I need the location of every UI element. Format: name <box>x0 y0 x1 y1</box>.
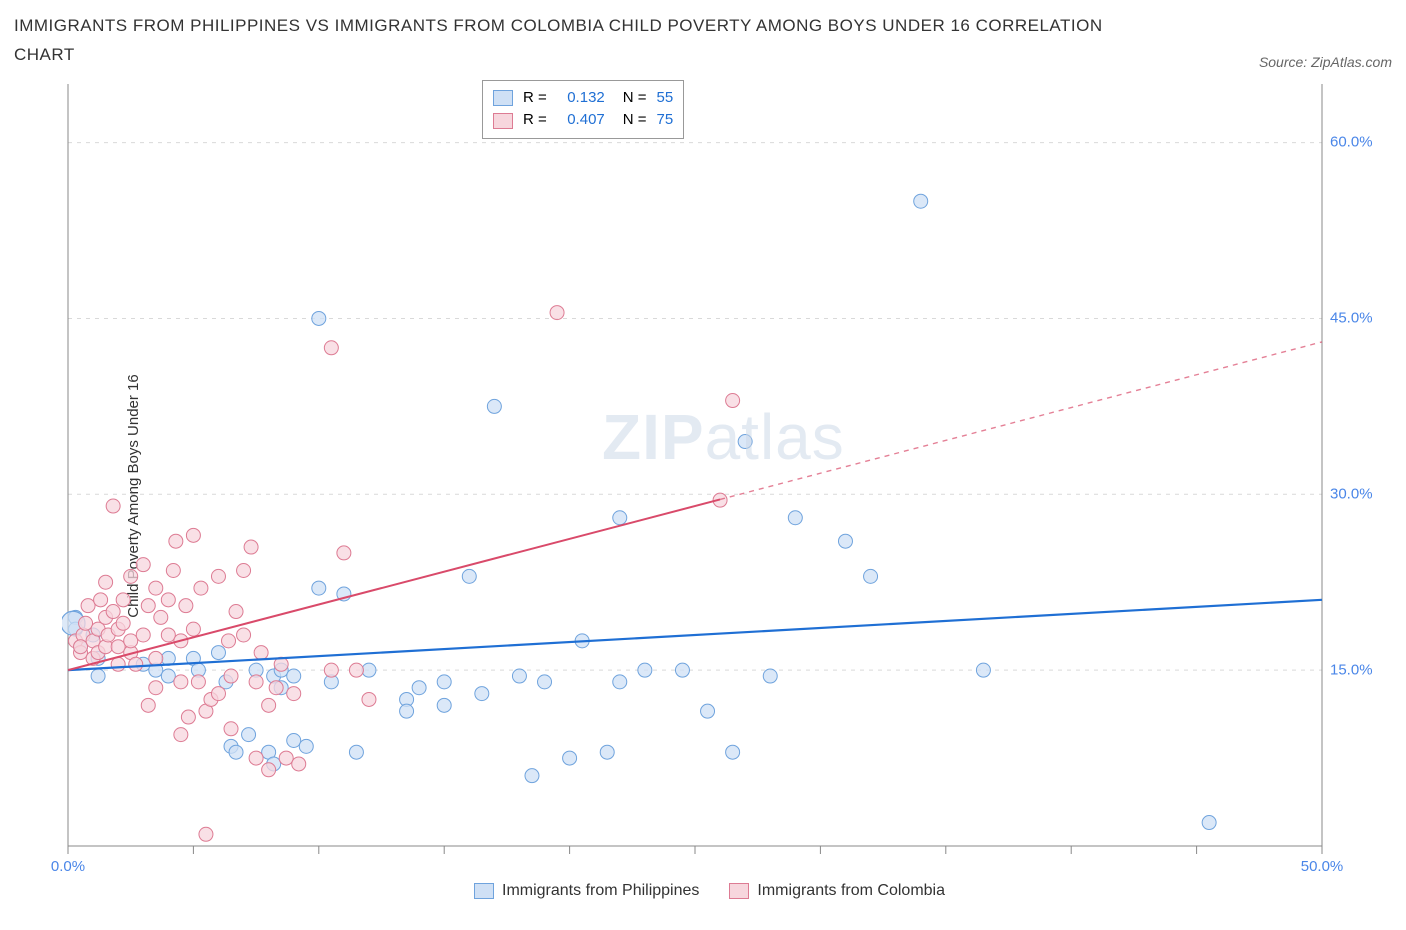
x-tick-label: 50.0% <box>1301 858 1344 875</box>
n-value-colombia: 75 <box>657 109 674 132</box>
stats-legend: R = 0.132 N = 55 R = 0.407 N = 75 <box>482 80 684 139</box>
bottom-legend: Immigrants from Philippines Immigrants f… <box>474 882 945 900</box>
chart-container: Child Poverty Among Boys Under 16 ZIPatl… <box>14 76 1392 916</box>
y-tick-label: 60.0% <box>1330 134 1373 151</box>
legend-item-philippines: Immigrants from Philippines <box>474 882 699 900</box>
swatch-philippines-bottom <box>474 883 494 899</box>
r-value-colombia: 0.407 <box>557 109 605 132</box>
stats-row-colombia: R = 0.407 N = 75 <box>493 109 673 132</box>
y-tick-label: 15.0% <box>1330 661 1373 678</box>
swatch-colombia-bottom <box>729 883 749 899</box>
source-label: Source: ZipAtlas.com <box>1259 54 1392 70</box>
stats-row-philippines: R = 0.132 N = 55 <box>493 87 673 110</box>
legend-label-colombia: Immigrants from Colombia <box>757 882 945 900</box>
scatter-plot-svg <box>62 80 1382 870</box>
n-value-philippines: 55 <box>657 87 674 110</box>
y-tick-label: 45.0% <box>1330 310 1373 327</box>
x-tick-label: 0.0% <box>51 858 85 875</box>
swatch-philippines <box>493 90 513 106</box>
legend-label-philippines: Immigrants from Philippines <box>502 882 699 900</box>
y-tick-label: 30.0% <box>1330 486 1373 503</box>
swatch-colombia <box>493 113 513 129</box>
legend-item-colombia: Immigrants from Colombia <box>729 882 945 900</box>
plot-area: ZIPatlas R = 0.132 N = 55 R = 0.407 N = … <box>62 80 1382 870</box>
r-value-philippines: 0.132 <box>557 87 605 110</box>
chart-title: IMMIGRANTS FROM PHILIPPINES VS IMMIGRANT… <box>14 12 1164 70</box>
